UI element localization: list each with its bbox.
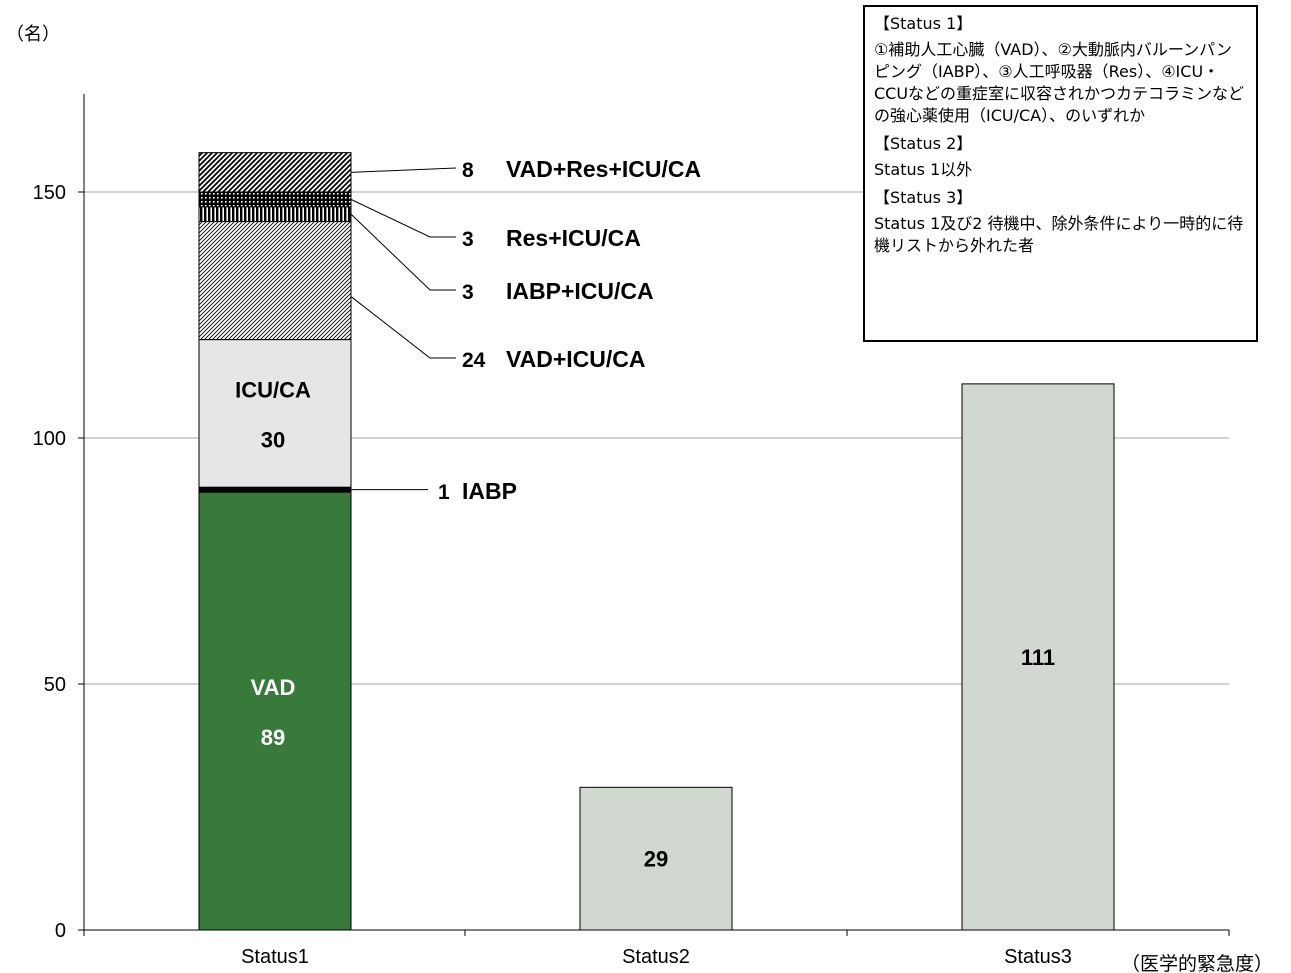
- status1-segment-iabp: [198, 486, 352, 493]
- callout-line-iabp-icu-ca: [350, 213, 456, 291]
- callout-name-vad-res-icu-ca: VAD+Res+ICU/CA: [506, 156, 701, 182]
- x-unit-label: （医学的緊急度）: [1121, 953, 1273, 973]
- callout-value-iabp: 1: [438, 481, 450, 504]
- callout-name-iabp-icu-ca: IABP+ICU/CA: [506, 278, 654, 304]
- callout-value-res-icu-ca: 3: [462, 228, 474, 251]
- y-tick-label-50: 50: [44, 674, 66, 696]
- status1-vad-value-label: 89: [261, 725, 285, 750]
- status1-segment-vad-res-icu-ca: [198, 152, 352, 193]
- x-category-label-status1: Status1: [241, 946, 309, 968]
- callout-name-res-icu-ca: Res+ICU/CA: [506, 225, 641, 251]
- y-tick-label-150: 150: [33, 182, 66, 204]
- legend-heading-status3: 【Status 3】: [874, 188, 973, 207]
- legend-text-status3: Status 1及び2 待機中、除外条件により一時的に待機リストから外れた者: [874, 214, 1244, 255]
- bar-value-label-status2: 29: [644, 847, 668, 872]
- status1-segment-iabp-icu-ca: [198, 206, 352, 223]
- legend-text-status1: ①補助人工心臓（VAD）、②大動脈内バルーンパンピング（IABP）、③人工呼吸器…: [874, 40, 1245, 125]
- x-category-label-status3: Status3: [1004, 946, 1072, 968]
- y-unit-label: （名）: [6, 24, 60, 45]
- status1-vad-name-label: VAD: [251, 675, 296, 700]
- status1-segment-icu-ca: [198, 339, 352, 488]
- x-category-label-status2: Status2: [622, 946, 690, 968]
- status1-icu-ca-value-label: 30: [261, 427, 285, 452]
- callout-value-vad-icu-ca: 24: [462, 349, 486, 372]
- callout-value-vad-res-icu-ca: 8: [462, 159, 474, 182]
- bar-value-label-status3: 111: [1021, 645, 1055, 670]
- status-legend-box: 【Status 1】 ①補助人工心臓（VAD）、②大動脈内バルーンパンピング（I…: [863, 5, 1258, 342]
- bar-status3: [961, 383, 1115, 931]
- y-tick-label-0: 0: [55, 920, 66, 942]
- legend-text-status2: Status 1以外: [874, 160, 973, 179]
- bar-status2: [579, 786, 733, 931]
- callout-value-iabp-icu-ca: 3: [462, 281, 474, 304]
- status1-segment-res-icu-ca: [198, 191, 352, 208]
- legend-heading-status1: 【Status 1】: [874, 14, 973, 33]
- callout-name-vad-icu-ca: VAD+ICU/CA: [506, 346, 646, 372]
- callout-line-res-icu-ca: [350, 198, 456, 238]
- callout-line-vad-icu-ca: [350, 296, 456, 359]
- callout-line-vad-res-icu-ca: [350, 167, 457, 173]
- status1-segment-vad-icu-ca: [198, 221, 352, 341]
- callout-name-iabp: IABP: [462, 478, 517, 504]
- legend-heading-status2: 【Status 2】: [874, 134, 973, 153]
- status1-segment-vad: [198, 491, 352, 931]
- y-tick-label-100: 100: [33, 428, 66, 450]
- status1-icu-ca-name-label: ICU/CA: [235, 377, 311, 402]
